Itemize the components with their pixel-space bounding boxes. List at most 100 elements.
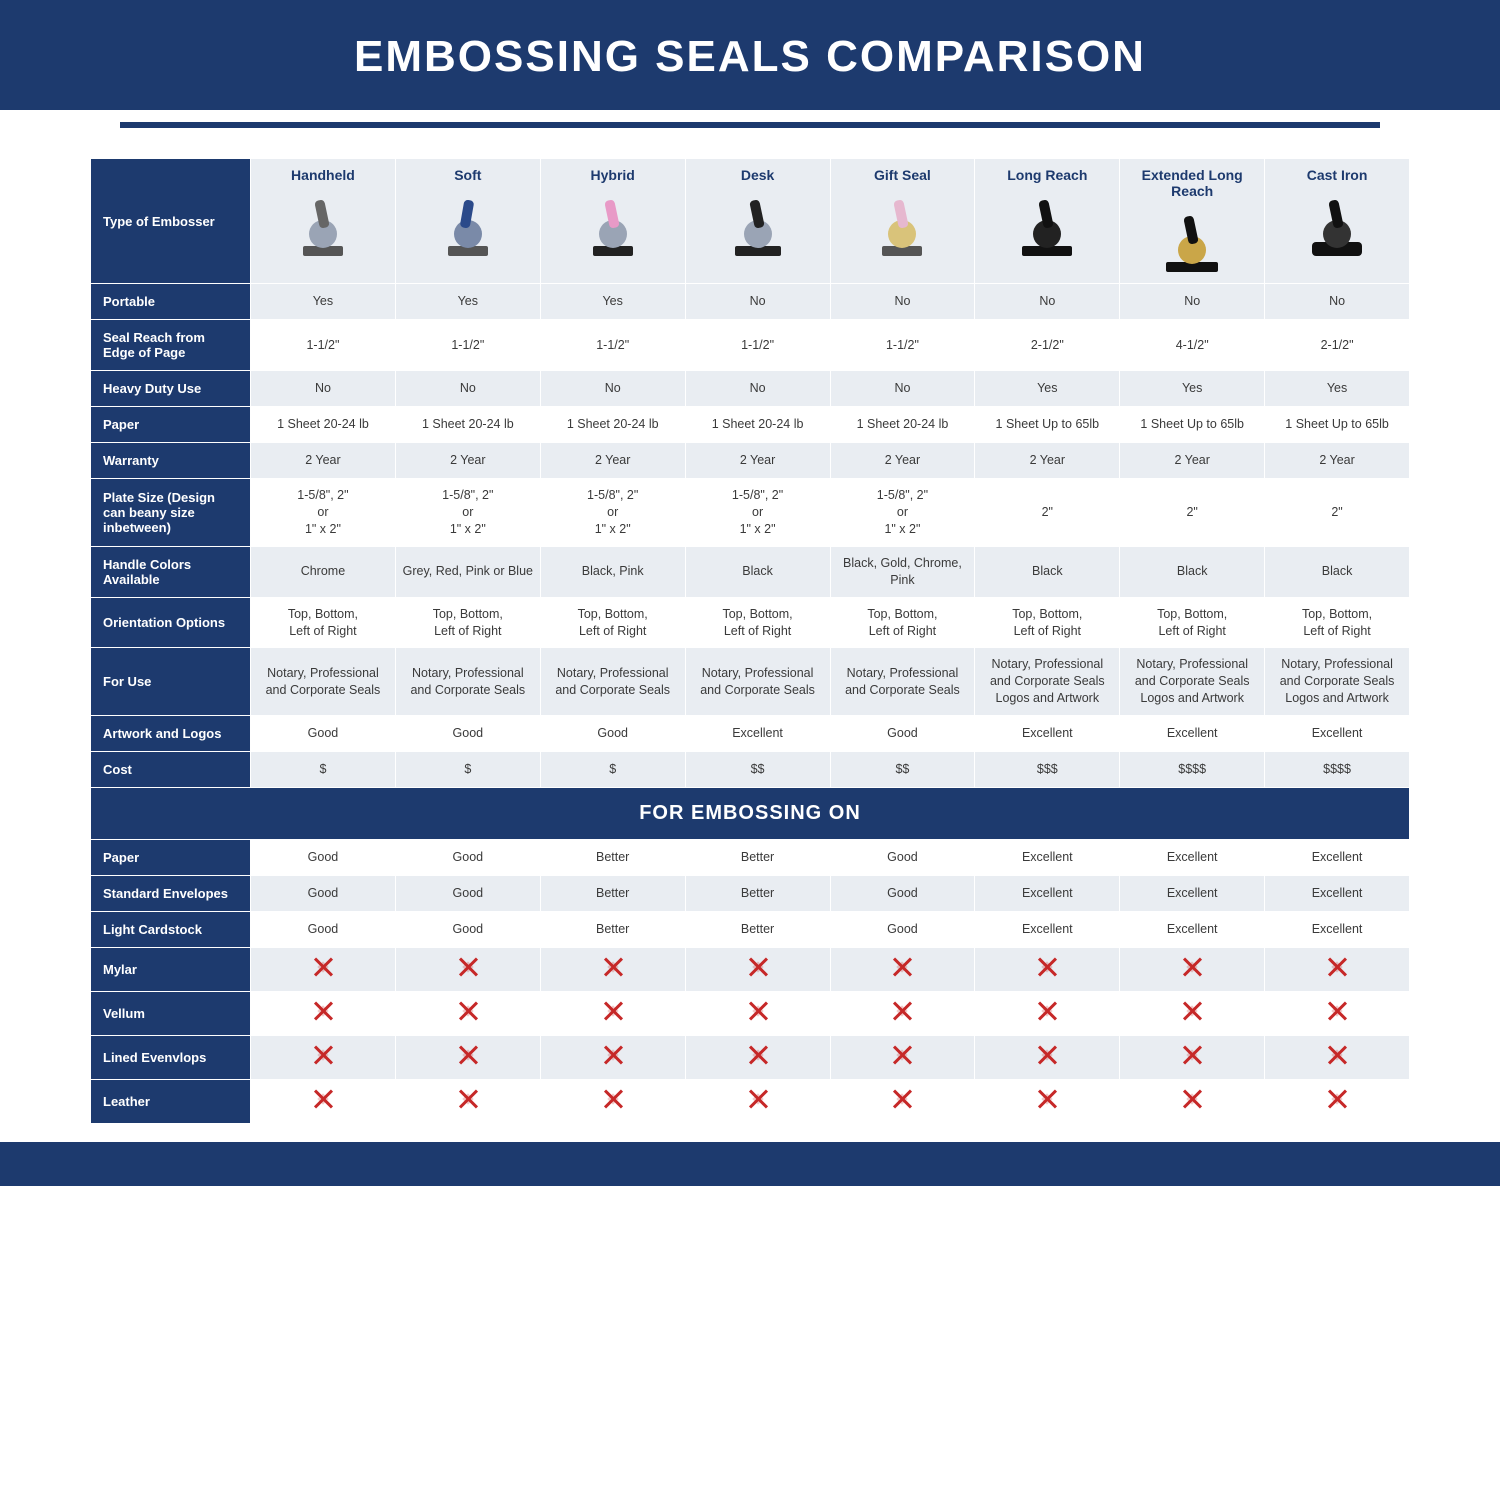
table-head: Type of EmbosserHandheldSoftHybridDeskGi… [91,159,1410,284]
no-icon [747,956,769,978]
section-title: FOR EMBOSSING ON [91,788,1410,840]
cell: $$$$ [1265,752,1410,788]
table-row: Paper1 Sheet 20-24 lb1 Sheet 20-24 lb1 S… [91,407,1410,443]
cell [1120,1079,1265,1123]
table-row: Mylar [91,948,1410,992]
col-head-handheld: Handheld [251,159,396,284]
row-label: Orientation Options [91,597,251,648]
table-row: Vellum [91,991,1410,1035]
cell [395,991,540,1035]
no-icon [1181,1000,1203,1022]
embosser-icon [400,187,536,265]
no-icon [1326,1088,1348,1110]
cell [251,1035,396,1079]
cell [975,948,1120,992]
table-row: Warranty2 Year2 Year2 Year2 Year2 Year2 … [91,443,1410,479]
no-icon [312,1000,334,1022]
no-icon [312,1088,334,1110]
cell: 1-5/8", 2" or 1" x 2" [395,479,540,547]
cell: 1 Sheet 20-24 lb [251,407,396,443]
cell: Notary, Professional and Corporate Seals [685,648,830,716]
cell [1265,991,1410,1035]
row-label: Leather [91,1079,251,1123]
cell: $$ [830,752,975,788]
col-label: Cast Iron [1269,167,1405,183]
cell: 1-5/8", 2" or 1" x 2" [830,479,975,547]
cell: 2-1/2" [975,320,1120,371]
no-icon [1181,956,1203,978]
cell [395,1035,540,1079]
cell: 1 Sheet 20-24 lb [830,407,975,443]
cell [685,948,830,992]
row-label: For Use [91,648,251,716]
cell: Good [540,716,685,752]
cell: Good [251,912,396,948]
row-label: Standard Envelopes [91,876,251,912]
cell: Excellent [975,876,1120,912]
cell [251,991,396,1035]
cell: 1-5/8", 2" or 1" x 2" [685,479,830,547]
cell: Top, Bottom, Left of Right [830,597,975,648]
no-icon [747,1000,769,1022]
no-icon [1036,1000,1058,1022]
no-icon [457,1044,479,1066]
cell: Top, Bottom, Left of Right [395,597,540,648]
cell [1120,1035,1265,1079]
cell [1265,948,1410,992]
col-head-gift: Gift Seal [830,159,975,284]
no-icon [312,956,334,978]
col-label: Extended Long Reach [1124,167,1260,199]
embosser-icon [545,187,681,265]
cell: 2 Year [685,443,830,479]
row-label: Plate Size (Design can beany size inbetw… [91,479,251,547]
no-icon [1036,956,1058,978]
no-icon [891,956,913,978]
table-row: Handle Colors AvailableChromeGrey, Red, … [91,546,1410,597]
cell: $$ [685,752,830,788]
no-icon [312,1044,334,1066]
table-row: Light CardstockGoodGoodBetterBetterGoodE… [91,912,1410,948]
embosser-icon [1269,187,1405,265]
table-section: FOR EMBOSSING ON [91,788,1410,840]
table-row: Standard EnvelopesGoodGoodBetterBetterGo… [91,876,1410,912]
table-row: Heavy Duty UseNoNoNoNoNoYesYesYes [91,371,1410,407]
table-row: Artwork and LogosGoodGoodGoodExcellentGo… [91,716,1410,752]
table-body-1: PortableYesYesYesNoNoNoNoNoSeal Reach fr… [91,284,1410,788]
cell: Notary, Professional and Corporate Seals [395,648,540,716]
col-head-desk: Desk [685,159,830,284]
no-icon [747,1088,769,1110]
row-label: Handle Colors Available [91,546,251,597]
cell: 2 Year [1120,443,1265,479]
cell: $$$ [975,752,1120,788]
cell [830,1035,975,1079]
col-label: Handheld [255,167,391,183]
cell: Better [540,912,685,948]
cell: Better [685,840,830,876]
row-label: Vellum [91,991,251,1035]
cell: No [251,371,396,407]
cell [540,1035,685,1079]
cell: Yes [540,284,685,320]
row-label: Light Cardstock [91,912,251,948]
cell: $ [251,752,396,788]
col-head-hybrid: Hybrid [540,159,685,284]
no-icon [602,1000,624,1022]
table-row: Cost$$$$$$$$$$$$$$$$$$ [91,752,1410,788]
row-label: Lined Evenvlops [91,1035,251,1079]
cell: Top, Bottom, Left of Right [975,597,1120,648]
row-label: Artwork and Logos [91,716,251,752]
col-label: Desk [690,167,826,183]
cell: Better [685,876,830,912]
cell: $ [540,752,685,788]
cell: 1-1/2" [685,320,830,371]
table-row: Seal Reach from Edge of Page1-1/2"1-1/2"… [91,320,1410,371]
cell: 2 Year [395,443,540,479]
comparison-table-wrap: Type of EmbosserHandheldSoftHybridDeskGi… [0,128,1500,1124]
row-label: Paper [91,840,251,876]
cell [540,1079,685,1123]
cell: Excellent [1120,876,1265,912]
cell: No [1120,284,1265,320]
no-icon [602,1088,624,1110]
col-head-soft: Soft [395,159,540,284]
cell: Good [830,716,975,752]
